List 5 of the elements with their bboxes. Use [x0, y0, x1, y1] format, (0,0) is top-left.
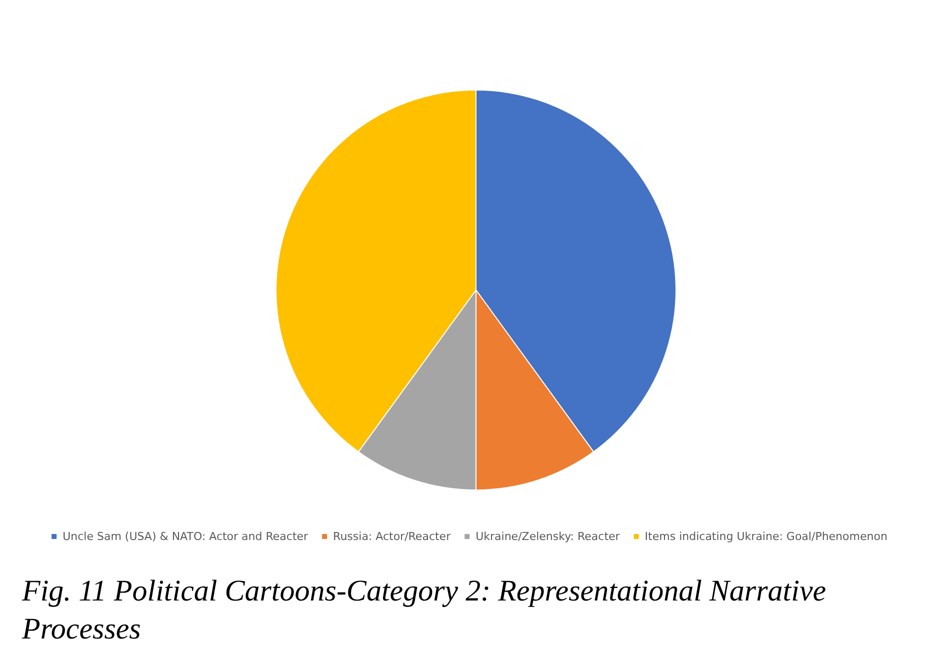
caption: Fig. 11 Political Cartoons-Category 2: Representational Narrative Processes [21, 574, 834, 646]
legend-label: Ukraine/Zelensky: Reacter [476, 530, 620, 543]
legend-label: Uncle Sam (USA) & NATO: Actor and Reacter [62, 530, 309, 543]
legend-label: Russia: Actor/Reacter [333, 530, 452, 543]
legend-label: Items indicating Ukraine: Goal/Phenomenon [644, 530, 888, 543]
